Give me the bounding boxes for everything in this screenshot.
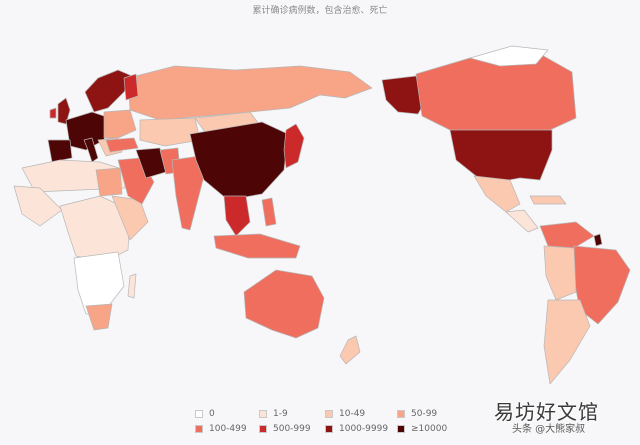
region-australia xyxy=(243,269,325,339)
legend-swatch xyxy=(259,425,267,433)
legend-swatch xyxy=(259,410,267,418)
legend-swatch xyxy=(195,410,203,418)
region-italy xyxy=(83,137,99,163)
legend-swatch xyxy=(397,425,405,433)
region-indonesia xyxy=(213,233,301,259)
region-egypt xyxy=(95,167,123,197)
legend-label: 10-49 xyxy=(339,409,366,419)
map-subtitle: 累计确诊病例数，包含治愈、死亡 xyxy=(252,6,388,16)
region-china xyxy=(189,121,289,201)
legend-label: 1-9 xyxy=(273,409,288,419)
region-greenland xyxy=(469,45,549,67)
legend-item-50-99[interactable]: 50-99 xyxy=(397,409,461,419)
region-finland xyxy=(123,73,139,101)
legend-item-10000-plus[interactable]: ≥10000 xyxy=(397,424,461,434)
region-korea-japan xyxy=(283,123,305,169)
legend-swatch xyxy=(325,410,333,418)
region-chile-argentina xyxy=(543,299,591,385)
legend-swatch xyxy=(325,425,333,433)
legend-item-1-9[interactable]: 1-9 xyxy=(259,409,325,419)
legend-item-100-499[interactable]: 100-499 xyxy=(195,424,259,434)
legend-item-500-999[interactable]: 500-999 xyxy=(259,424,325,434)
region-ireland xyxy=(49,107,57,119)
region-central-asia xyxy=(139,117,201,147)
legend-label: 1000-9999 xyxy=(339,424,389,434)
legend-item-0[interactable]: 0 xyxy=(195,409,259,419)
legend-label: 0 xyxy=(209,409,215,419)
region-canada xyxy=(415,53,577,133)
region-french-guiana xyxy=(593,233,603,247)
legend-item-10-49[interactable]: 10-49 xyxy=(325,409,397,419)
region-philippines xyxy=(261,197,277,227)
legend-label: ≥10000 xyxy=(411,424,448,434)
region-new-zealand xyxy=(339,335,361,365)
region-mexico xyxy=(473,175,521,213)
watermark-text: 易坊好文馆 xyxy=(494,400,599,424)
region-west-africa xyxy=(13,185,63,227)
legend-label: 100-499 xyxy=(209,424,247,434)
region-turkey xyxy=(105,137,139,153)
region-caribbean xyxy=(529,195,567,205)
region-eastern-europe xyxy=(103,109,137,139)
legend-label: 50-99 xyxy=(411,409,438,419)
region-south-africa xyxy=(85,303,113,331)
legend-item-1000-9999[interactable]: 1000-9999 xyxy=(325,424,397,434)
watermark-subtext: 头条 @大熊家叔 xyxy=(512,424,586,435)
region-southeast-asia xyxy=(223,195,251,237)
region-usa xyxy=(449,129,553,183)
region-iberia xyxy=(47,139,73,163)
legend-swatch xyxy=(195,425,203,433)
region-east-africa xyxy=(111,195,149,241)
legend: 0 1-9 10-49 50-99 100-499 500-999 1000-9… xyxy=(195,409,495,434)
region-madagascar xyxy=(127,273,137,299)
legend-swatch xyxy=(397,410,405,418)
region-venezuela-colombia xyxy=(539,221,595,249)
region-peru-bolivia xyxy=(543,245,577,301)
legend-label: 500-999 xyxy=(273,424,311,434)
region-uk xyxy=(57,97,71,125)
region-central-america xyxy=(505,209,539,233)
